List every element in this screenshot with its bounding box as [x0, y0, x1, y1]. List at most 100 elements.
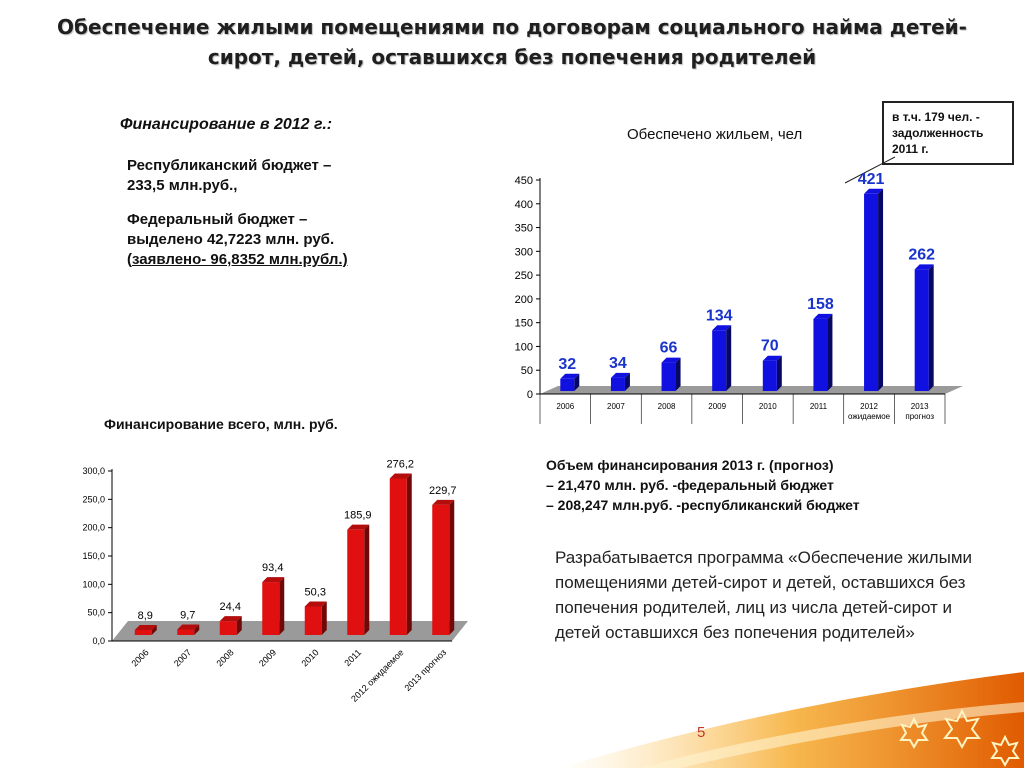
data-label: 66: [660, 340, 678, 357]
bar: [262, 577, 285, 635]
bar-front: [347, 529, 365, 635]
bar-front: [219, 621, 237, 635]
y-tick-label: 250: [515, 270, 533, 282]
bar-side: [776, 355, 782, 391]
x-tick-label: 2006: [556, 402, 574, 411]
bar-top: [610, 372, 630, 378]
bar-front: [762, 360, 777, 391]
bar: [389, 473, 412, 635]
bar-top: [134, 624, 157, 630]
y-tick-label: 300,0: [82, 466, 105, 476]
bar-top: [177, 624, 200, 630]
y-tick-label: 50: [521, 365, 533, 377]
bar-side: [624, 372, 630, 391]
x-tick-label: прогноз: [905, 412, 934, 421]
bar-front: [712, 330, 727, 391]
y-tick-label: 400: [515, 199, 533, 211]
data-label: 229,7: [429, 485, 457, 497]
bar-side: [236, 616, 242, 635]
bar: [347, 524, 370, 635]
bar-front: [610, 377, 625, 391]
bar: [762, 355, 782, 391]
page-title: Обеспечение жилыми помещениями по догово…: [57, 15, 967, 69]
bar-front: [864, 193, 879, 391]
republican-budget-text: Республиканский бюджет –233,5 млн.руб.,: [127, 157, 332, 194]
bar: [304, 601, 327, 635]
x-tick-label: 2007: [172, 647, 193, 668]
bar-front: [262, 582, 280, 635]
bar-side: [151, 624, 157, 635]
bar-top: [262, 577, 285, 583]
bar: [134, 624, 157, 635]
y-tick-label: 200,0: [82, 523, 105, 533]
bar-front: [134, 629, 152, 635]
volume-2013-block: Объем финансирования 2013 г. (прогноз) –…: [546, 455, 966, 515]
x-tick-label: 2009: [708, 402, 726, 411]
y-tick-label: 350: [515, 223, 533, 235]
chart-floor: [112, 621, 468, 641]
bar: [712, 325, 732, 391]
x-tick-label: 2008: [658, 402, 676, 411]
y-tick-label: 150: [515, 318, 533, 330]
bar-top: [347, 524, 370, 530]
data-label: 421: [858, 171, 885, 188]
chart-floor: [540, 386, 963, 394]
bar-front: [661, 362, 676, 391]
bar-side: [726, 325, 732, 391]
bar-side: [364, 524, 370, 635]
x-tick-label: 2006: [129, 647, 150, 668]
data-label: 134: [706, 307, 733, 324]
x-tick-label: 2008: [214, 647, 235, 668]
bar-side: [194, 624, 200, 635]
y-tick-label: 50,0: [87, 608, 105, 618]
bar-side: [928, 264, 934, 391]
bar-top: [219, 616, 242, 622]
bar-front: [177, 629, 195, 635]
federal-budget-text: Федеральный бюджет – выделено 42,7223 мл…: [127, 210, 352, 270]
data-label: 32: [558, 356, 576, 373]
bar-side: [321, 601, 327, 635]
program-text: Разрабатывается программа «Обеспечение ж…: [555, 548, 972, 642]
x-tick-label: 2013 прогноз: [402, 647, 448, 693]
volume-2013-federal: – 21,470 млн. руб. -федеральный бюджет: [546, 477, 834, 493]
bar-top: [712, 325, 732, 331]
y-tick-label: 300: [515, 246, 533, 258]
volume-2013-heading: Объем финансирования 2013 г. (прогноз): [546, 457, 834, 473]
bar-side: [406, 473, 412, 635]
x-tick-label: 2011: [342, 647, 363, 668]
bar-front: [432, 504, 450, 635]
x-tick-label: 2007: [607, 402, 625, 411]
bar-top: [304, 601, 327, 607]
bar-front: [813, 318, 828, 391]
data-label: 158: [807, 296, 834, 313]
data-label: 276,2: [386, 458, 414, 470]
x-tick-label: 2011: [810, 402, 828, 411]
bar: [813, 313, 833, 391]
bar-top: [813, 313, 833, 319]
bar-top: [864, 188, 884, 194]
x-tick-label: 2012: [860, 402, 878, 411]
data-label: 185,9: [344, 510, 372, 522]
bar: [560, 373, 580, 391]
data-label: 93,4: [262, 562, 283, 574]
bar: [610, 372, 630, 391]
federal-budget-declared: заявлено- 96,8352 млн.рубл.): [132, 251, 348, 268]
data-label: 9,7: [180, 610, 195, 622]
y-tick-label: 100,0: [82, 579, 105, 589]
callout-line: [844, 156, 896, 184]
data-label: 24,4: [220, 601, 241, 613]
bar-top: [560, 373, 580, 379]
housing-chart-title: Обеспечено жильем, чел: [627, 126, 803, 143]
y-tick-label: 250,0: [82, 494, 105, 504]
x-tick-label: 2009: [257, 647, 278, 668]
bar-side: [449, 499, 455, 635]
data-label: 262: [908, 246, 935, 263]
bar-side: [675, 357, 681, 391]
data-label: 50,3: [305, 586, 326, 598]
bar-top: [432, 499, 455, 505]
bar: [177, 624, 200, 635]
x-tick-label: 2010: [759, 402, 777, 411]
callout-box: в т.ч. 179 чел. - задолженность 2011 г.: [882, 101, 1014, 165]
bar: [219, 616, 242, 635]
